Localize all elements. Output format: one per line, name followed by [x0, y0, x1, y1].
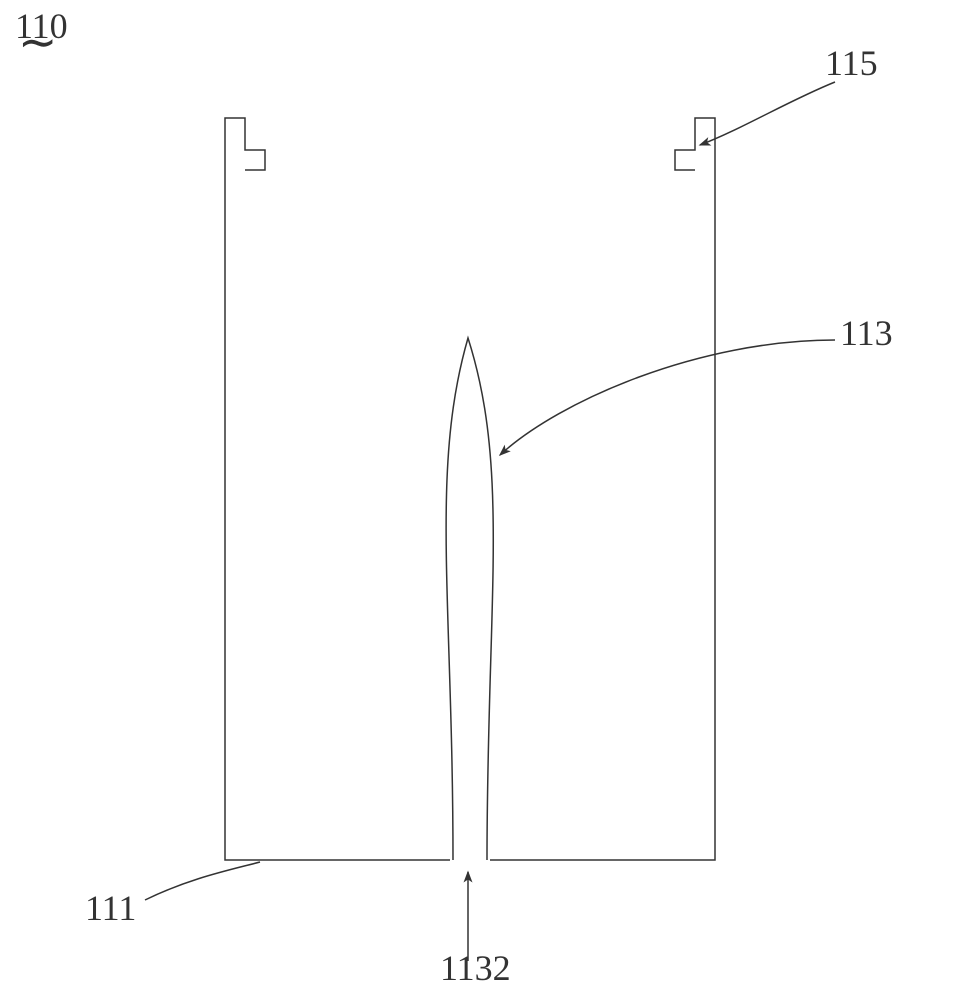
label-base-left: 111: [85, 888, 136, 928]
leader-base-left: [145, 862, 260, 900]
label-spike-bottom: 1132: [440, 948, 511, 988]
leader-spike: [500, 340, 835, 455]
label-figure-tilde: ∼: [18, 17, 57, 69]
figure-svg: 110 ∼ 115 113 111 1132: [0, 0, 959, 1000]
label-notch: 115: [825, 43, 878, 83]
central-spike: [446, 338, 493, 860]
leader-notch: [700, 82, 835, 145]
container-outline: [225, 118, 715, 860]
label-spike: 113: [840, 313, 893, 353]
